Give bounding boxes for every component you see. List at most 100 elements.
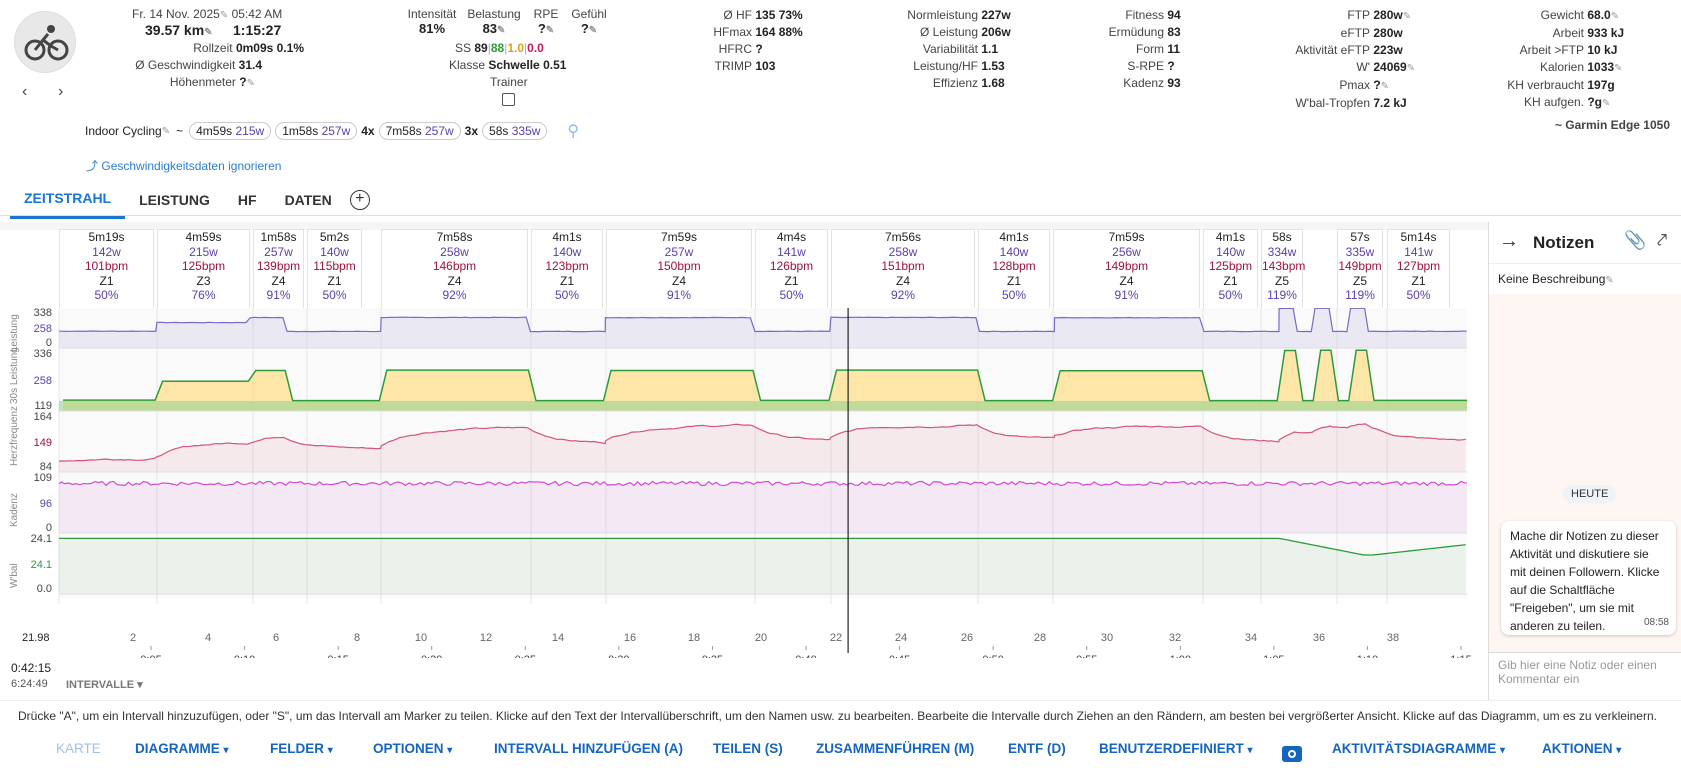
power30-line	[63, 349, 1467, 402]
interval-percent: 92%	[890, 288, 916, 302]
distance-tick: 14	[552, 632, 564, 644]
interval-hr: 101bpm	[84, 259, 129, 273]
interval-duration: 4m59s	[185, 230, 222, 244]
feel-stat[interactable]: Gefühl ?✎	[571, 7, 607, 36]
y-tick-label: 84	[40, 461, 52, 473]
add-interval-button[interactable]: INTERVALL HINZUFÜGEN (A)	[494, 740, 683, 756]
rpe-stat[interactable]: RPE ?✎	[533, 7, 559, 36]
activity-date[interactable]: Fr. 14 Nov. 2025✎ 05:42 AM	[132, 7, 283, 21]
time-tick: 0:05	[140, 654, 161, 658]
time-tick: 0:55	[1076, 654, 1097, 658]
custom-button[interactable]: BENUTZERDEFINIERT ▾	[1099, 740, 1253, 756]
time-tick: 1:15	[1450, 654, 1471, 658]
notes-input[interactable]: Gib hier eine Notiz oder einen Kommentar…	[1498, 658, 1657, 686]
interval-header[interactable]: 4m1s 140w 128bpm Z1 50%	[978, 229, 1050, 308]
interval-header[interactable]: 7m58s 258w 146bpm Z4 92%	[381, 229, 528, 308]
intensity-stat: Intensität 81%	[407, 7, 457, 36]
interval-header[interactable]: 4m59s 215w 125bpm Z3 76%	[157, 229, 250, 308]
y-tick-label: 119	[34, 400, 52, 412]
intervalle-dropdown[interactable]: INTERVALLE ▾	[66, 679, 143, 691]
diagramme-button[interactable]: DIAGRAMME ▾	[135, 740, 229, 756]
interval-header[interactable]: 58s 334w 143bpm Z5 119%	[1261, 229, 1305, 308]
interval-hr: 125bpm	[1208, 259, 1253, 273]
interval-percent: 50%	[779, 288, 804, 302]
interval-header[interactable]: 7m59s 257w 150bpm Z4 91%	[606, 229, 752, 308]
activity-charts-button[interactable]: AKTIVITÄTSDIAGRAMME ▾	[1332, 740, 1506, 756]
interval-header[interactable]: 4m1s 140w 123bpm Z1 50%	[531, 229, 603, 308]
chevron-down-icon: ▾	[1616, 744, 1622, 756]
elevation-stat[interactable]: Höhenmeter ?✎	[169, 75, 255, 89]
tab-hf[interactable]: HF	[237, 191, 257, 208]
distance-tick: 22	[830, 632, 842, 644]
distance-tick: 28	[1034, 632, 1046, 644]
interval-header[interactable]: 5m2s 140w 115bpm Z1 50%	[307, 229, 362, 308]
interval-header[interactable]: 5m14s 141w 127bpm Z1 50%	[1387, 229, 1450, 308]
activity-type[interactable]: Indoor Cycling	[85, 124, 162, 138]
interval-header[interactable]: 7m56s 258w 151bpm Z4 92%	[831, 229, 975, 308]
ignore-speed-link[interactable]: ⤴ Geschwindigkeitsdaten ignorieren	[86, 159, 282, 173]
attach-icon[interactable]: 📎	[1624, 230, 1647, 250]
panel-label: W'bal	[9, 563, 20, 588]
karte-button[interactable]: KARTE	[56, 740, 101, 756]
actions-button[interactable]: AKTIONEN ▾	[1542, 740, 1622, 756]
next-arrow[interactable]: ›	[58, 83, 64, 100]
time-tick: 0:25	[515, 654, 536, 658]
y-tick-label: 0	[46, 337, 52, 349]
time-tick: 0:10	[234, 654, 255, 658]
interval-hr: 151bpm	[881, 259, 925, 273]
prev-arrow[interactable]: ‹	[22, 83, 28, 100]
cadence-line	[58, 480, 1468, 487]
interval-duration: 4m1s	[999, 230, 1029, 244]
interval-chip[interactable]: 1m58s 257w	[275, 122, 358, 140]
distance-tick: 16	[624, 632, 636, 644]
interval-power: 258w	[440, 244, 469, 259]
tab-leistung[interactable]: LEISTUNG	[139, 191, 210, 208]
interval-header[interactable]: 7m59s 256w 149bpm Z4 91%	[1053, 229, 1200, 308]
interval-chip[interactable]: 7m58s 257w	[378, 122, 461, 140]
interval-power: 256w	[1112, 244, 1141, 259]
optionen-button[interactable]: OPTIONEN ▾	[373, 740, 453, 756]
chevron-down-icon: ▾	[1247, 744, 1253, 756]
y-tick-label: 258	[34, 323, 52, 335]
interval-duration: 7m59s	[660, 230, 698, 244]
split-button[interactable]: TEILEN (S)	[713, 740, 783, 756]
chevron-down-icon: ▾	[137, 679, 143, 691]
interval-chip[interactable]: 4m59s 215w	[189, 122, 272, 140]
distance-tick: 24	[895, 632, 907, 644]
add-tab-icon[interactable]: +	[349, 189, 370, 210]
collapse-arrow-icon[interactable]: →	[1499, 230, 1519, 252]
interval-power: 215w	[189, 244, 218, 259]
interval-duration: 7m58s	[436, 230, 473, 244]
interval-zone: Z3	[196, 273, 211, 288]
no-description[interactable]: Keine Beschreibung✎	[1498, 272, 1614, 286]
y-tick-label: 336	[34, 348, 52, 360]
distance-tick: 20	[755, 632, 767, 644]
delete-button[interactable]: ENTF (D)	[1008, 740, 1066, 756]
interval-header[interactable]: 57s 335w 149bpm Z5 119%	[1337, 229, 1383, 308]
interval-zone: Z4	[1119, 273, 1134, 288]
felder-button[interactable]: FELDER ▾	[270, 740, 333, 756]
camera-icon[interactable]	[1282, 746, 1302, 762]
search-icon[interactable]: ⚲	[567, 123, 580, 140]
interval-header[interactable]: 4m4s 141w 126bpm Z1 50%	[755, 229, 828, 308]
rollzeit-stat: Rollzeit 0m09s 0.1%	[193, 41, 304, 55]
trainer-checkbox[interactable]	[502, 93, 515, 106]
load-stat[interactable]: Belastung 83✎	[467, 7, 521, 36]
interval-header[interactable]: 1m58s 257w 139bpm Z4 91%	[253, 229, 304, 308]
trainer-label: Trainer	[490, 75, 528, 89]
interval-power: 257w	[664, 244, 694, 259]
notes-panel: → Notizen 📎 ⤤ Keine Beschreibung✎ HEUTE …	[1488, 222, 1681, 700]
merge-button[interactable]: ZUSAMMENFÜHREN (M)	[816, 740, 975, 756]
tab-zeitstrahl[interactable]: ZEITSTRAHL	[10, 186, 126, 219]
y-tick-label: 0.0	[37, 583, 52, 595]
tab-daten[interactable]: DATEN	[284, 191, 332, 208]
distance-tick: 32	[1169, 632, 1181, 644]
interval-hr: 149bpm	[1338, 259, 1382, 273]
share-icon[interactable]: ⤤	[1657, 230, 1668, 250]
distance-tick: 2	[130, 632, 136, 644]
hr-line	[58, 423, 1466, 462]
interval-chip[interactable]: 58s 335w	[482, 122, 548, 140]
interval-header[interactable]: 5m19s 142w 101bpm Z1 50%	[59, 229, 154, 308]
interval-header[interactable]: 4m1s 140w 125bpm Z1 50%	[1203, 229, 1258, 308]
